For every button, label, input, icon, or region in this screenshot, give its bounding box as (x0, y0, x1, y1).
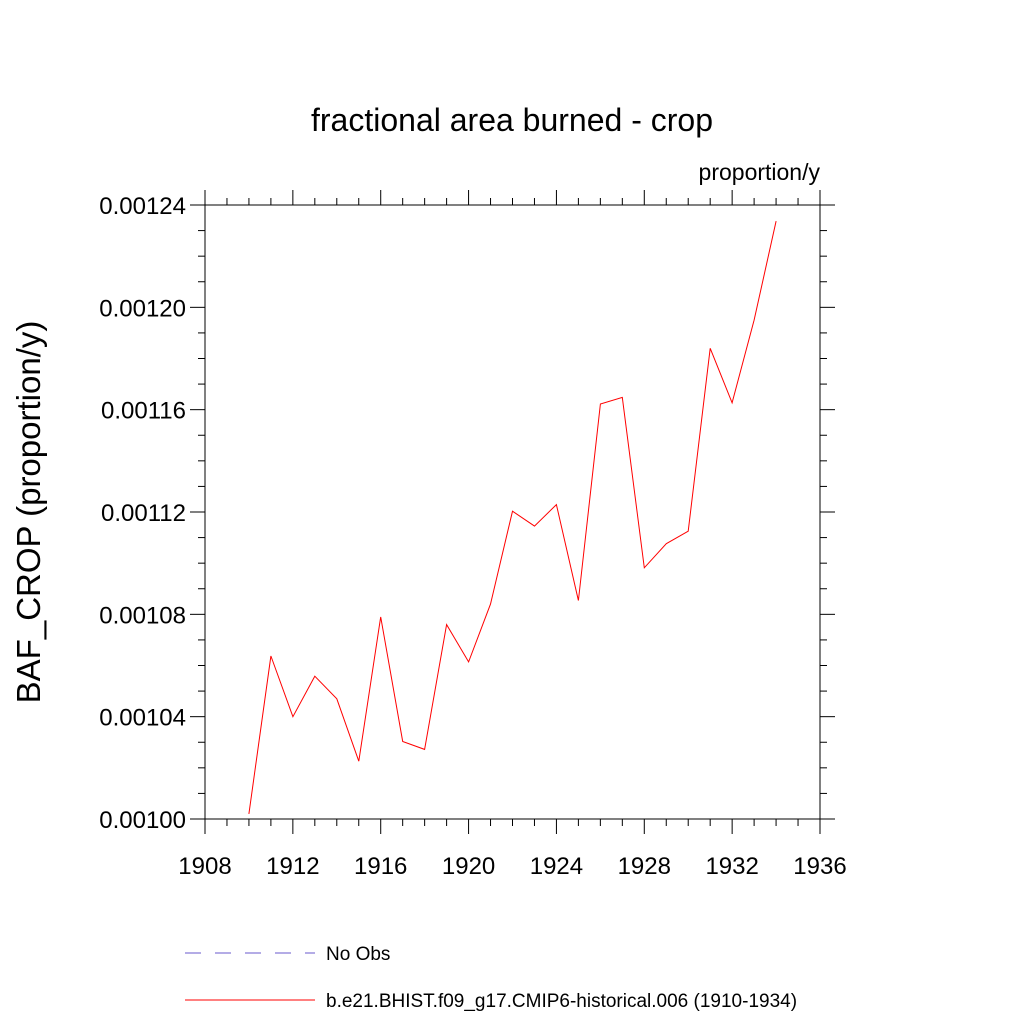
legend: No Obs b.e21.BHIST.f09_g17.CMIP6-histori… (185, 944, 797, 1012)
x-tick-label: 1916 (354, 853, 407, 880)
x-tick-label: 1920 (442, 853, 495, 880)
x-tick-label: 1924 (530, 853, 583, 880)
y-tick-label: 0.00112 (101, 500, 186, 527)
x-tick-label: 1908 (178, 853, 231, 880)
x-tick-label: 1932 (705, 853, 758, 880)
series-line (248, 220, 777, 814)
y-axis-label: BAF_CROP (proportion/y) (10, 321, 47, 704)
x-tick-label: 1936 (793, 853, 846, 880)
x-tick-label: 1928 (618, 853, 671, 880)
y-tick-label: 0.00120 (99, 295, 186, 322)
legend-label-no-obs: No Obs (326, 944, 390, 965)
y-tick-label: 0.00100 (99, 807, 186, 834)
y-tick-label: 0.00108 (99, 602, 186, 629)
y-tick-label: 0.00104 (99, 705, 186, 732)
y-axis: 0.00100 0.00104 0.00108 0.00112 0.00116 0.001… (99, 193, 835, 834)
units-label: proportion/y (699, 159, 821, 185)
y-tick-label: 0.00116 (101, 398, 186, 425)
legend-label-historical-006: b.e21.BHIST.f09_g17.CMIP6-historical.006… (326, 991, 797, 1012)
y-tick-label: 0.00124 (99, 193, 186, 220)
x-axis: 1908 1912 1916 1920 1924 1928 1932 1936 (178, 190, 847, 880)
series-layer (248, 220, 777, 814)
x-tick-label: 1912 (266, 853, 319, 880)
chart-title: fractional area burned - crop (311, 102, 713, 138)
